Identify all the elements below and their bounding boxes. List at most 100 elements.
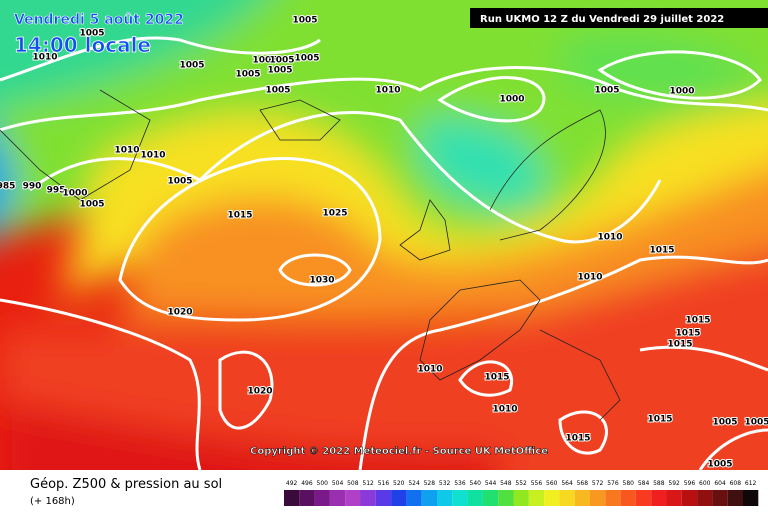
scale-swatch [360,490,376,506]
scale-swatch [712,490,728,506]
isobar-label: 1005 [79,200,104,210]
isobar-label: 1015 [565,434,590,444]
scale-label: 516 [378,480,390,487]
scale-swatch [620,490,636,506]
isobar-label: 1005 [167,177,192,187]
scale-swatch [666,490,682,506]
scale-label: 492 [286,480,298,487]
isobar-label: 1000 [62,189,87,199]
scale-swatch [727,490,743,506]
scale-swatch [482,490,499,506]
isobar-label: 1015 [484,373,509,383]
scale-label: 576 [607,480,619,487]
isobar-label: 1000 [669,87,694,97]
scale-label: 556 [531,480,543,487]
footer-subtitle: (+ 168h) [30,496,75,507]
scale-swatch [452,490,468,506]
copyright: Copyright © 2022 Meteociel.fr - Source U… [250,446,548,457]
scale-swatch [635,490,652,506]
isobars [0,36,768,470]
scale-label: 608 [730,480,742,487]
isobar-label: 1010 [577,273,602,283]
isobar-label: 1005 [252,56,277,66]
scale-label: 528 [424,480,436,487]
scale-swatch [544,490,560,506]
local-time: 14:00 locale [14,33,151,57]
isobar-label: 1015 [667,340,692,350]
scale-swatch [421,490,437,506]
scale-label: 612 [745,480,757,487]
scale-swatch [697,490,713,506]
isobar-label: 1005 [707,460,732,470]
scale-label: 500 [317,480,329,487]
scale-swatch [284,490,300,506]
isobar-label: 1010 [597,233,622,243]
isobar-label: 1005 [235,70,260,80]
scale-label: 512 [362,480,374,487]
color-scale: 492 496 500 504 508 512 516 520 524 528 532 536 540 5… [284,480,759,506]
isobar-label: 1020 [247,387,272,397]
scale-swatch [528,490,545,506]
scale-label: 600 [699,480,711,487]
isobar-label: 985 [0,182,15,192]
isobar-label: 1010 [417,365,442,375]
isobar-label: 1015 [227,211,252,221]
scale-swatch [391,490,407,506]
scale-label: 568 [577,480,589,487]
scale-swatch [299,490,315,506]
isobar-label: 1005 [294,54,319,64]
scale-swatch [467,490,483,506]
coastlines [0,89,621,421]
isobar-label: 1015 [649,246,674,256]
scale-label: 548 [500,480,512,487]
scale-swatch [590,490,606,506]
scale-swatch [559,490,575,506]
scale-swatch [375,490,392,506]
isobar-label: 1005 [269,56,294,66]
scale-label: 544 [485,480,497,487]
isobar-label: 1000 [499,95,524,105]
scale-swatch [605,490,621,506]
isobar-label: 1015 [685,316,710,326]
scale-label: 504 [332,480,344,487]
scale-label: 540 [470,480,482,487]
scale-label: 580 [623,480,635,487]
scale-label: 560 [546,480,558,487]
scale-swatch [314,490,330,506]
scale-label: 588 [653,480,665,487]
scale-swatch [743,490,759,506]
isobar-label: 1005 [744,418,768,428]
scale-label: 536 [454,480,466,487]
scale-swatch [574,490,590,506]
isobar-label: 1005 [292,16,317,26]
isobar-label: 1015 [647,415,672,425]
scale-swatch [651,490,667,506]
date: Vendredi 5 août 2022 [14,12,184,28]
scale-label: 564 [561,480,573,487]
scale-label: 584 [638,480,650,487]
footer-title: Géop. Z500 & pression au sol [30,477,222,492]
scale-label: 552 [515,480,527,487]
isobar-label: 1005 [594,86,619,96]
scale-swatch [681,490,698,506]
isobar-label: 1025 [322,209,347,219]
scale-label: 596 [684,480,696,487]
scale-label: 604 [714,480,726,487]
isobar-label: 1010 [140,151,165,161]
isobar-label: 1005 [179,61,204,71]
scale-swatch [329,490,346,506]
isobar-label: 1010 [114,146,139,156]
scale-label: 508 [347,480,359,487]
scale-label: 496 [301,480,313,487]
scale-swatch [513,490,529,506]
run-box [470,8,768,28]
isobar-label: 1005 [267,66,292,76]
isobar-label: 1015 [675,329,700,339]
scale-label: 572 [592,480,604,487]
isobar-label: 1010 [32,53,57,63]
isobar-label: 1010 [375,86,400,96]
run-info: Run UKMO 12 Z du Vendredi 29 juillet 202… [480,14,724,25]
isobar-label: 990 [23,182,42,192]
